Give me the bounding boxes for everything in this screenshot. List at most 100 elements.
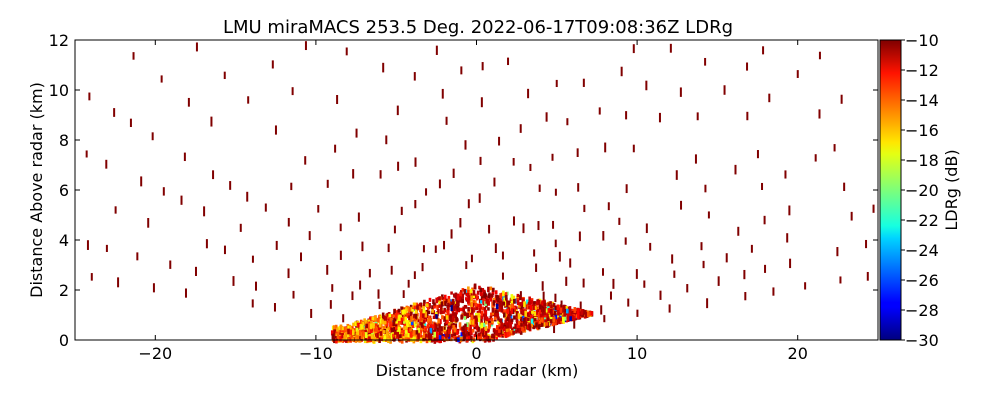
radar-gate xyxy=(438,328,442,333)
radar-gate xyxy=(475,323,479,329)
radar-gate xyxy=(336,334,340,339)
radar-gate xyxy=(461,326,464,331)
radar-gate xyxy=(538,308,542,315)
radar-gate xyxy=(569,311,572,317)
radar-gate xyxy=(494,290,498,295)
radar-gate xyxy=(496,325,499,330)
radar-gate xyxy=(461,288,465,292)
radar-gate xyxy=(499,329,503,335)
radar-gate xyxy=(287,217,290,227)
radar-gate xyxy=(452,312,456,318)
radar-gate xyxy=(512,216,515,226)
radar-gate xyxy=(414,199,417,209)
radar-gate xyxy=(515,329,518,334)
radar-gate xyxy=(247,96,250,104)
radar-gate xyxy=(404,336,408,341)
radar-gate xyxy=(550,304,553,309)
radar-gate xyxy=(441,296,445,301)
radar-gate xyxy=(361,241,364,252)
radar-gate xyxy=(419,334,422,338)
radar-gate xyxy=(492,333,495,337)
radar-gate xyxy=(455,329,459,335)
radar-gate xyxy=(612,278,615,289)
radar-gate xyxy=(645,223,648,234)
radar-gate xyxy=(419,306,422,313)
radar-gate xyxy=(383,336,387,340)
radar-gate xyxy=(503,332,506,337)
radar-gate xyxy=(518,327,522,333)
radar-gate xyxy=(375,336,379,342)
radar-gate xyxy=(380,333,384,339)
radar-gate xyxy=(659,290,662,300)
radar-gate xyxy=(457,335,461,339)
radar-gate xyxy=(578,231,581,242)
radar-gate xyxy=(566,118,569,126)
radar-gate xyxy=(424,327,427,332)
radar-gate xyxy=(398,332,402,337)
radar-gate xyxy=(539,313,543,320)
radar-gate xyxy=(379,331,383,336)
radar-gate xyxy=(427,328,431,333)
radar-gate xyxy=(519,294,522,301)
radar-gate xyxy=(400,312,404,318)
radar-gate xyxy=(341,332,344,339)
radar-gate xyxy=(399,318,402,325)
radar-gate xyxy=(523,317,526,324)
radar-gate xyxy=(577,183,580,192)
plot-area xyxy=(74,39,879,344)
radar-gate xyxy=(564,308,568,314)
radar-gate xyxy=(392,312,396,318)
radar-gate xyxy=(542,291,545,301)
radar-gate xyxy=(88,92,91,101)
radar-gate xyxy=(479,287,482,293)
radar-gate xyxy=(537,309,540,313)
radar-gate xyxy=(337,327,341,331)
radar-gate xyxy=(396,105,399,116)
radar-gate xyxy=(492,311,495,316)
radar-gate xyxy=(554,188,557,196)
radar-gate xyxy=(105,159,108,169)
radar-gate xyxy=(400,306,404,310)
radar-gate xyxy=(587,311,590,318)
x-tick-label: −10 xyxy=(299,344,333,363)
radar-gate xyxy=(422,311,426,316)
radar-gate xyxy=(469,289,473,293)
radar-gate xyxy=(444,300,447,307)
radar-gate xyxy=(671,254,674,264)
radar-gate xyxy=(549,319,553,323)
radar-gate xyxy=(570,311,574,315)
radar-gate xyxy=(557,317,561,323)
radar-gate xyxy=(443,326,446,330)
radar-gate xyxy=(538,317,542,323)
radar-gate xyxy=(438,296,441,301)
radar-gate xyxy=(504,292,508,297)
radar-gate xyxy=(563,306,566,312)
radar-gate xyxy=(162,187,165,196)
radar-gate xyxy=(357,330,360,337)
radar-gate xyxy=(453,293,456,298)
radar-gate xyxy=(494,312,497,318)
radar-gate xyxy=(625,111,628,120)
radar-gate xyxy=(495,334,498,340)
radar-gate xyxy=(478,332,481,337)
radar-gate xyxy=(481,330,485,337)
radar-gate xyxy=(495,303,499,310)
radar-gate xyxy=(354,321,357,326)
radar-gate xyxy=(239,223,242,232)
radar-gate xyxy=(422,319,426,324)
radar-gate xyxy=(679,87,682,97)
radar-gate xyxy=(500,307,504,313)
radar-gate xyxy=(429,334,433,340)
radar-gate xyxy=(866,271,869,281)
radar-gate xyxy=(483,334,487,340)
radar-gate xyxy=(479,291,483,296)
radar-gate xyxy=(454,323,458,329)
radar-gate xyxy=(317,205,320,213)
radar-gate xyxy=(506,331,510,337)
radar-gate xyxy=(387,243,390,253)
radar-gate xyxy=(406,321,409,328)
radar-gate xyxy=(304,41,307,51)
radar-gate xyxy=(528,296,531,303)
radar-gate xyxy=(510,320,513,325)
radar-gate xyxy=(419,330,423,334)
